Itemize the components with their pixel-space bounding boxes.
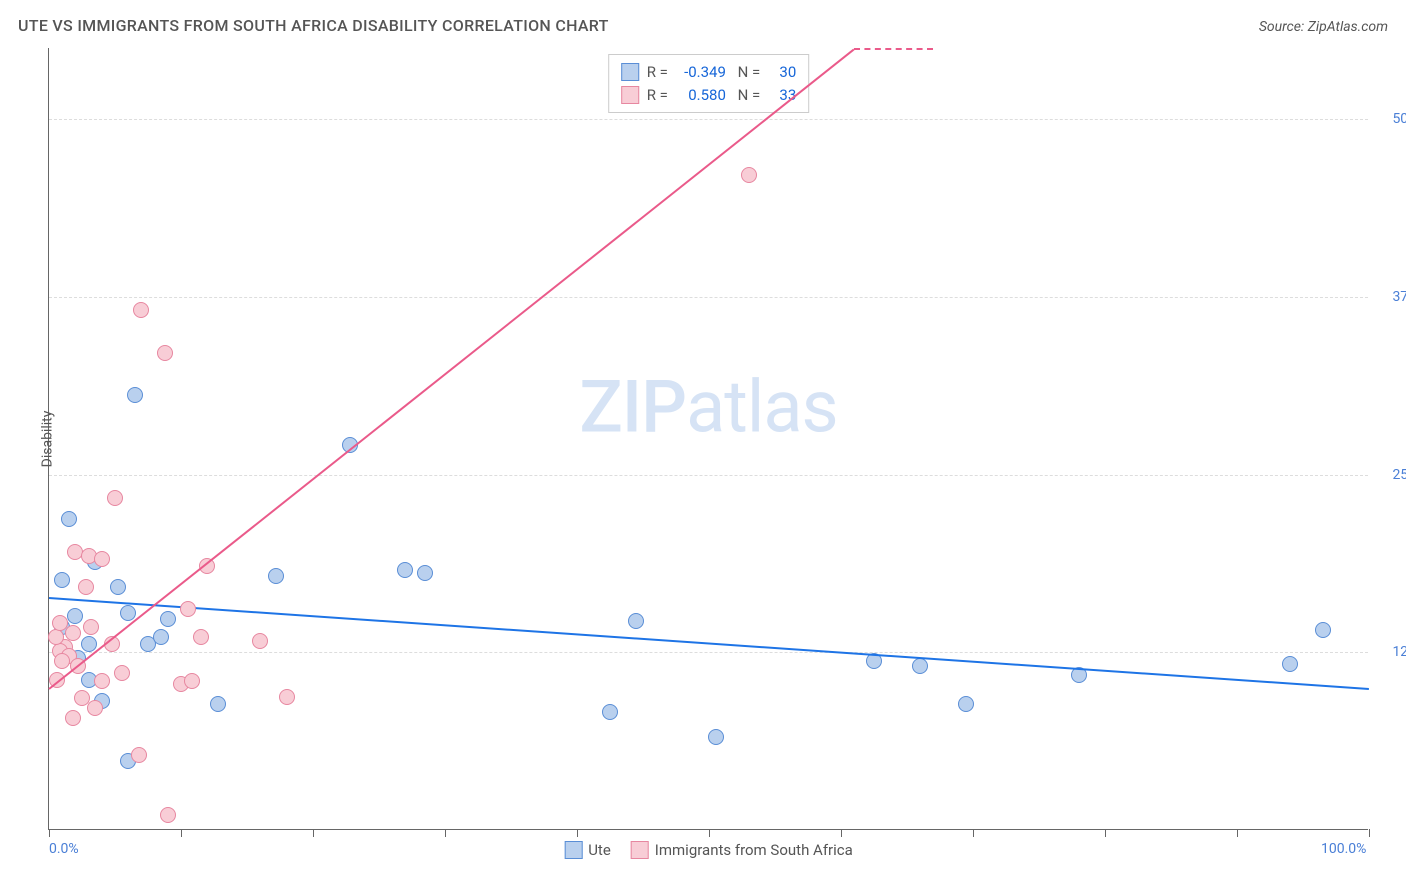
gridline xyxy=(49,297,1368,298)
watermark-atlas: atlas xyxy=(686,365,838,450)
scatter-point xyxy=(110,579,126,595)
scatter-point xyxy=(252,633,268,649)
x-tick xyxy=(181,829,182,837)
scatter-point xyxy=(107,490,123,506)
scatter-point xyxy=(180,601,196,617)
stat-r-label: R = xyxy=(647,84,668,107)
stat-n-label: N = xyxy=(734,61,760,84)
x-tick xyxy=(841,829,842,837)
scatter-point xyxy=(65,710,81,726)
scatter-point xyxy=(958,696,974,712)
scatter-point xyxy=(153,629,169,645)
x-tick xyxy=(313,829,314,837)
x-tick xyxy=(1105,829,1106,837)
gridline xyxy=(49,652,1368,653)
scatter-point xyxy=(160,611,176,627)
scatter-point xyxy=(157,345,173,361)
scatter-point xyxy=(397,562,413,578)
scatter-point xyxy=(628,613,644,629)
scatter-point xyxy=(54,653,70,669)
stat-r-label: R = xyxy=(647,61,668,84)
scatter-point xyxy=(160,807,176,823)
stat-r-1: 0.580 xyxy=(676,84,726,107)
stat-n-1: 33 xyxy=(768,84,796,107)
legend-row-0: R = -0.349 N = 30 xyxy=(621,61,797,84)
legend-swatch-1 xyxy=(621,86,639,104)
trend-line xyxy=(49,597,1369,690)
scatter-point xyxy=(741,167,757,183)
bottom-legend-swatch-0 xyxy=(564,841,582,859)
bottom-legend-label-0: Ute xyxy=(588,841,611,859)
legend-swatch-0 xyxy=(621,63,639,81)
scatter-point xyxy=(210,696,226,712)
legend-stats-box: R = -0.349 N = 30 R = 0.580 N = 33 xyxy=(608,54,810,113)
watermark: ZIPatlas xyxy=(579,365,837,450)
scatter-point xyxy=(602,704,618,720)
scatter-point xyxy=(61,511,77,527)
scatter-point xyxy=(708,729,724,745)
y-tick-label: 37.5% xyxy=(1376,289,1406,305)
bottom-legend: Ute Immigrants from South Africa xyxy=(564,841,853,859)
scatter-point xyxy=(114,665,130,681)
plot-area: ZIPatlas Disability R = -0.349 N = 30 R … xyxy=(48,48,1368,830)
x-tick xyxy=(577,829,578,837)
scatter-point xyxy=(120,605,136,621)
scatter-point xyxy=(268,568,284,584)
source-label: Source: ZipAtlas.com xyxy=(1259,19,1388,35)
x-tick-label: 0.0% xyxy=(49,841,79,857)
stat-r-0: -0.349 xyxy=(676,61,726,84)
scatter-point xyxy=(133,302,149,318)
scatter-point xyxy=(279,689,295,705)
x-tick-label: 100.0% xyxy=(1321,841,1366,857)
gridline xyxy=(49,119,1368,120)
scatter-point xyxy=(87,700,103,716)
bottom-legend-item-1: Immigrants from South Africa xyxy=(631,841,853,859)
x-tick xyxy=(1369,829,1370,837)
scatter-point xyxy=(184,673,200,689)
watermark-zip: ZIP xyxy=(579,365,686,450)
x-tick xyxy=(973,829,974,837)
scatter-point xyxy=(94,673,110,689)
trend-line xyxy=(48,48,854,689)
scatter-point xyxy=(193,629,209,645)
scatter-point xyxy=(417,565,433,581)
x-tick xyxy=(49,829,50,837)
y-tick-label: 50.0% xyxy=(1376,111,1406,127)
x-tick xyxy=(709,829,710,837)
title-bar: UTE VS IMMIGRANTS FROM SOUTH AFRICA DISA… xyxy=(18,16,1388,35)
scatter-point xyxy=(52,615,68,631)
x-tick xyxy=(1237,829,1238,837)
bottom-legend-swatch-1 xyxy=(631,841,649,859)
scatter-point xyxy=(127,387,143,403)
scatter-point xyxy=(67,608,83,624)
scatter-point xyxy=(1315,622,1331,638)
stat-n-label: N = xyxy=(734,84,760,107)
chart-title: UTE VS IMMIGRANTS FROM SOUTH AFRICA DISA… xyxy=(18,16,609,35)
y-tick-label: 25.0% xyxy=(1376,467,1406,483)
scatter-point xyxy=(912,658,928,674)
scatter-point xyxy=(131,747,147,763)
bottom-legend-item-0: Ute xyxy=(564,841,611,859)
scatter-point xyxy=(81,636,97,652)
scatter-point xyxy=(94,551,110,567)
trend-line xyxy=(854,48,933,50)
bottom-legend-label-1: Immigrants from South Africa xyxy=(655,841,853,859)
scatter-point xyxy=(83,619,99,635)
scatter-point xyxy=(65,625,81,641)
stat-n-0: 30 xyxy=(768,61,796,84)
scatter-point xyxy=(1282,656,1298,672)
y-tick-label: 12.5% xyxy=(1376,644,1406,660)
scatter-point xyxy=(48,629,64,645)
legend-row-1: R = 0.580 N = 33 xyxy=(621,84,797,107)
scatter-point xyxy=(54,572,70,588)
scatter-point xyxy=(78,579,94,595)
y-axis-title: Disability xyxy=(39,410,55,467)
gridline xyxy=(49,475,1368,476)
x-tick xyxy=(445,829,446,837)
